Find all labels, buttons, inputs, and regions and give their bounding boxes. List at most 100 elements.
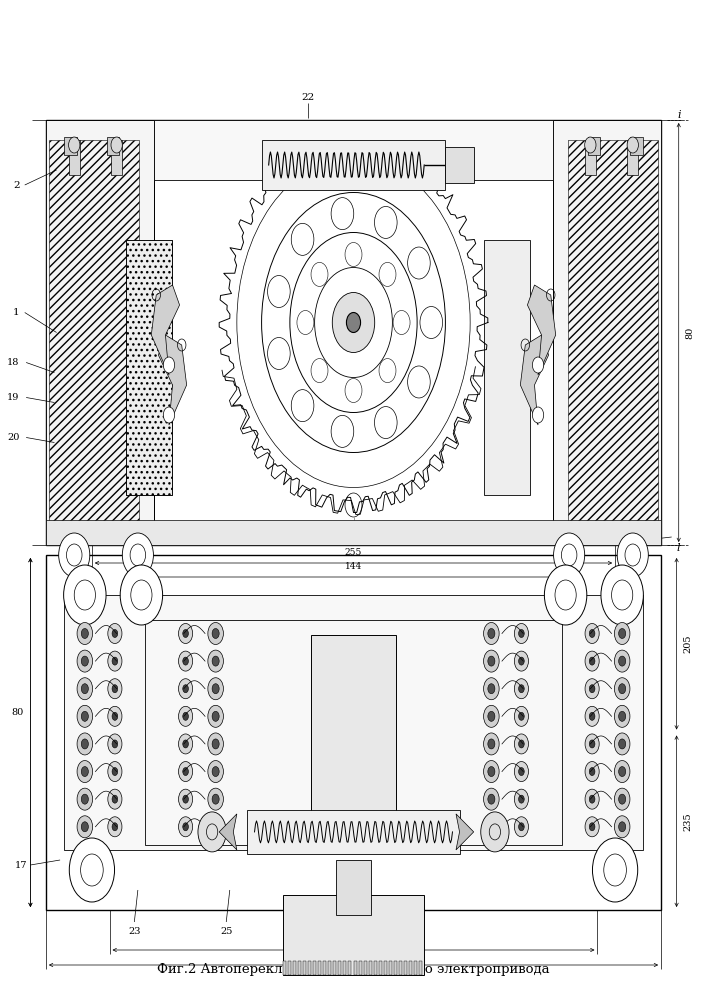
Circle shape [627,137,638,153]
Circle shape [182,768,189,776]
Bar [394,961,397,975]
Bar [69,140,80,175]
Bar [311,635,396,830]
Circle shape [420,306,443,338]
Bar [419,961,422,975]
Polygon shape [456,814,474,850]
Circle shape [212,628,219,638]
Bar [247,810,460,854]
Circle shape [69,137,80,153]
Circle shape [212,656,219,666]
Bar [344,961,346,975]
Circle shape [518,712,525,720]
Bar [404,961,407,975]
Circle shape [107,679,122,699]
Bar [328,961,332,975]
Circle shape [619,767,626,777]
Circle shape [518,685,525,693]
Bar [389,961,392,975]
Circle shape [614,788,630,810]
Circle shape [77,678,93,700]
Bar [46,120,153,545]
Circle shape [484,650,499,672]
Circle shape [212,822,219,832]
Circle shape [375,206,397,238]
Bar [627,140,638,175]
Text: 22: 22 [301,94,314,103]
Circle shape [585,651,600,671]
Circle shape [216,127,491,518]
Circle shape [590,712,595,720]
Text: 21: 21 [628,536,641,544]
Circle shape [518,823,525,831]
Circle shape [267,276,290,308]
Bar [358,961,361,975]
Circle shape [515,734,529,754]
Circle shape [481,812,509,852]
Text: 2: 2 [13,180,20,190]
Circle shape [112,740,117,748]
Circle shape [182,712,189,720]
Circle shape [590,795,595,803]
Text: 23: 23 [128,928,141,936]
Bar [554,120,661,545]
Circle shape [182,685,189,693]
Circle shape [112,629,117,637]
Bar [46,520,661,545]
Polygon shape [151,285,180,375]
Circle shape [291,390,314,422]
Circle shape [112,685,117,693]
Bar [313,961,316,975]
Circle shape [518,740,525,748]
Circle shape [331,198,354,230]
Bar [107,137,119,155]
Bar [49,140,139,525]
Circle shape [592,838,638,902]
Circle shape [182,740,189,748]
Text: 17: 17 [15,860,28,869]
Circle shape [585,623,600,643]
Circle shape [178,706,192,726]
Circle shape [107,817,122,837]
Circle shape [515,623,529,643]
Circle shape [585,762,600,782]
Circle shape [585,789,600,809]
Circle shape [212,794,219,804]
Circle shape [208,622,223,644]
Circle shape [484,788,499,810]
Bar [445,147,474,183]
Text: 80: 80 [11,708,24,717]
Circle shape [77,650,93,672]
Circle shape [515,651,529,671]
Circle shape [81,628,88,638]
Circle shape [544,565,587,625]
Text: 80: 80 [686,326,695,339]
Text: 20: 20 [7,433,20,442]
Bar [336,860,371,915]
Bar [323,961,326,975]
Text: 205: 205 [684,635,693,653]
Circle shape [267,337,290,369]
Circle shape [208,678,223,700]
Circle shape [208,733,223,755]
Bar [630,137,643,155]
Bar [318,961,321,975]
Circle shape [208,788,223,810]
Circle shape [614,761,630,783]
Circle shape [484,761,499,783]
Circle shape [208,650,223,672]
Circle shape [107,623,122,643]
Circle shape [518,768,525,776]
Circle shape [515,762,529,782]
Circle shape [331,415,354,447]
Bar [409,961,412,975]
Bar [414,961,417,975]
Bar [262,140,445,190]
Text: 235: 235 [684,812,693,831]
Circle shape [590,657,595,665]
Circle shape [614,816,630,838]
Bar [363,961,367,975]
Polygon shape [520,335,549,425]
Circle shape [208,705,223,727]
Bar [384,961,387,975]
